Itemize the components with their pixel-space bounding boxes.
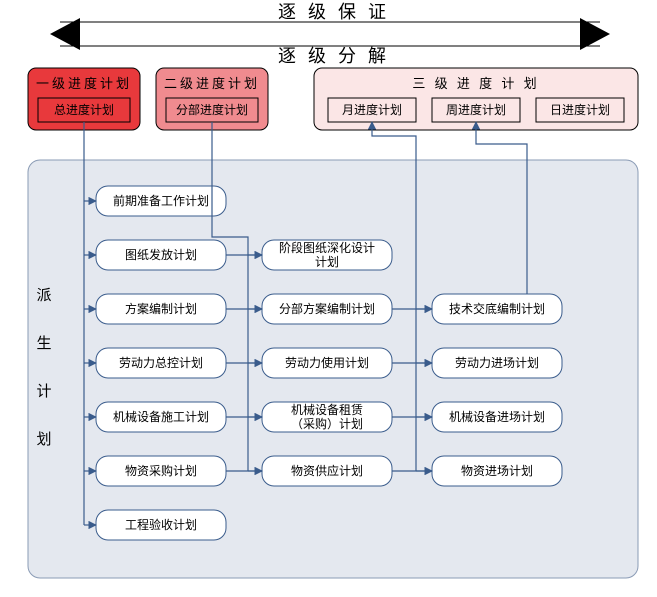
sub-label-g3s1: 月进度计划: [342, 102, 402, 117]
svg-text:机械设备施工计划: 机械设备施工计划: [113, 409, 209, 424]
svg-text:工程验收计划: 工程验收计划: [125, 517, 197, 532]
svg-text:图纸发放计划: 图纸发放计划: [125, 247, 197, 262]
group-g1: 一级进度计划总进度计划: [28, 68, 140, 130]
node-A6: 物资采购计划: [96, 456, 226, 486]
diagram-canvas: 逐级保证逐级分解一级进度计划总进度计划二级进度计划分部进度计划三 级 进 度 计…: [0, 0, 657, 597]
sub-label-g1s1: 总进度计划: [54, 102, 114, 117]
node-C3: 技术交底编制计划: [432, 294, 562, 324]
node-A2: 图纸发放计划: [96, 240, 226, 270]
node-B2: 阶段图纸深化设计计划: [262, 240, 392, 270]
sub-label-g2s1: 分部进度计划: [176, 102, 248, 117]
svg-text:计划: 计划: [315, 255, 339, 269]
svg-text:方案编制计划: 方案编制计划: [125, 301, 197, 316]
node-A5: 机械设备施工计划: [96, 402, 226, 432]
svg-text:分部方案编制计划: 分部方案编制计划: [279, 301, 375, 316]
group-g2: 二级进度计划分部进度计划: [156, 68, 268, 130]
svg-text:物资供应计划: 物资供应计划: [291, 463, 363, 478]
svg-text:劳动力进场计划: 劳动力进场计划: [455, 356, 539, 370]
node-A7: 工程验收计划: [96, 510, 226, 540]
group-title-g1: 一级进度计划: [36, 76, 132, 91]
node-A3: 方案编制计划: [96, 294, 226, 324]
node-B4: 劳动力使用计划: [262, 348, 392, 378]
svg-text:劳动力总控计划: 劳动力总控计划: [119, 356, 203, 370]
node-B3: 分部方案编制计划: [262, 294, 392, 324]
header-text-top: 逐级保证: [278, 2, 398, 22]
svg-text:（采购）计划: （采购）计划: [291, 416, 363, 431]
node-B5: 机械设备租赁（采购）计划: [262, 402, 392, 432]
group-g3: 三 级 进 度 计 划月进度计划 周进度计划 日进度计划: [314, 68, 638, 130]
svg-text:物资采购计划: 物资采购计划: [125, 463, 197, 478]
side-label-char-1: 生: [36, 335, 51, 352]
node-B6: 物资供应计划: [262, 456, 392, 486]
svg-text:机械设备租赁: 机械设备租赁: [291, 402, 363, 417]
side-label-char-3: 划: [36, 431, 51, 448]
sub-label-g3s3: 日进度计划: [550, 102, 610, 117]
node-A1: 前期准备工作计划: [96, 186, 226, 216]
svg-text:阶段图纸深化设计: 阶段图纸深化设计: [279, 240, 375, 255]
sub-label-g3s2: 周进度计划: [446, 102, 506, 117]
node-C6: 物资进场计划: [432, 456, 562, 486]
side-label-char-2: 计: [36, 383, 51, 400]
node-A4: 劳动力总控计划: [96, 348, 226, 378]
svg-text:前期准备工作计划: 前期准备工作计划: [113, 193, 209, 208]
svg-text:劳动力使用计划: 劳动力使用计划: [285, 355, 369, 370]
svg-text:物资进场计划: 物资进场计划: [461, 464, 533, 478]
group-title-g3: 三 级 进 度 计 划: [412, 76, 539, 91]
header-arrows: 逐级保证逐级分解: [50, 2, 610, 66]
group-title-g2: 二级进度计划: [164, 76, 260, 91]
side-label-char-0: 派: [36, 288, 51, 304]
header-text-bottom: 逐级分解: [278, 46, 398, 66]
svg-text:技术交底编制计划: 技术交底编制计划: [449, 301, 545, 316]
svg-text:机械设备进场计划: 机械设备进场计划: [449, 409, 545, 424]
node-C5: 机械设备进场计划: [432, 402, 562, 432]
node-C4: 劳动力进场计划: [432, 348, 562, 378]
